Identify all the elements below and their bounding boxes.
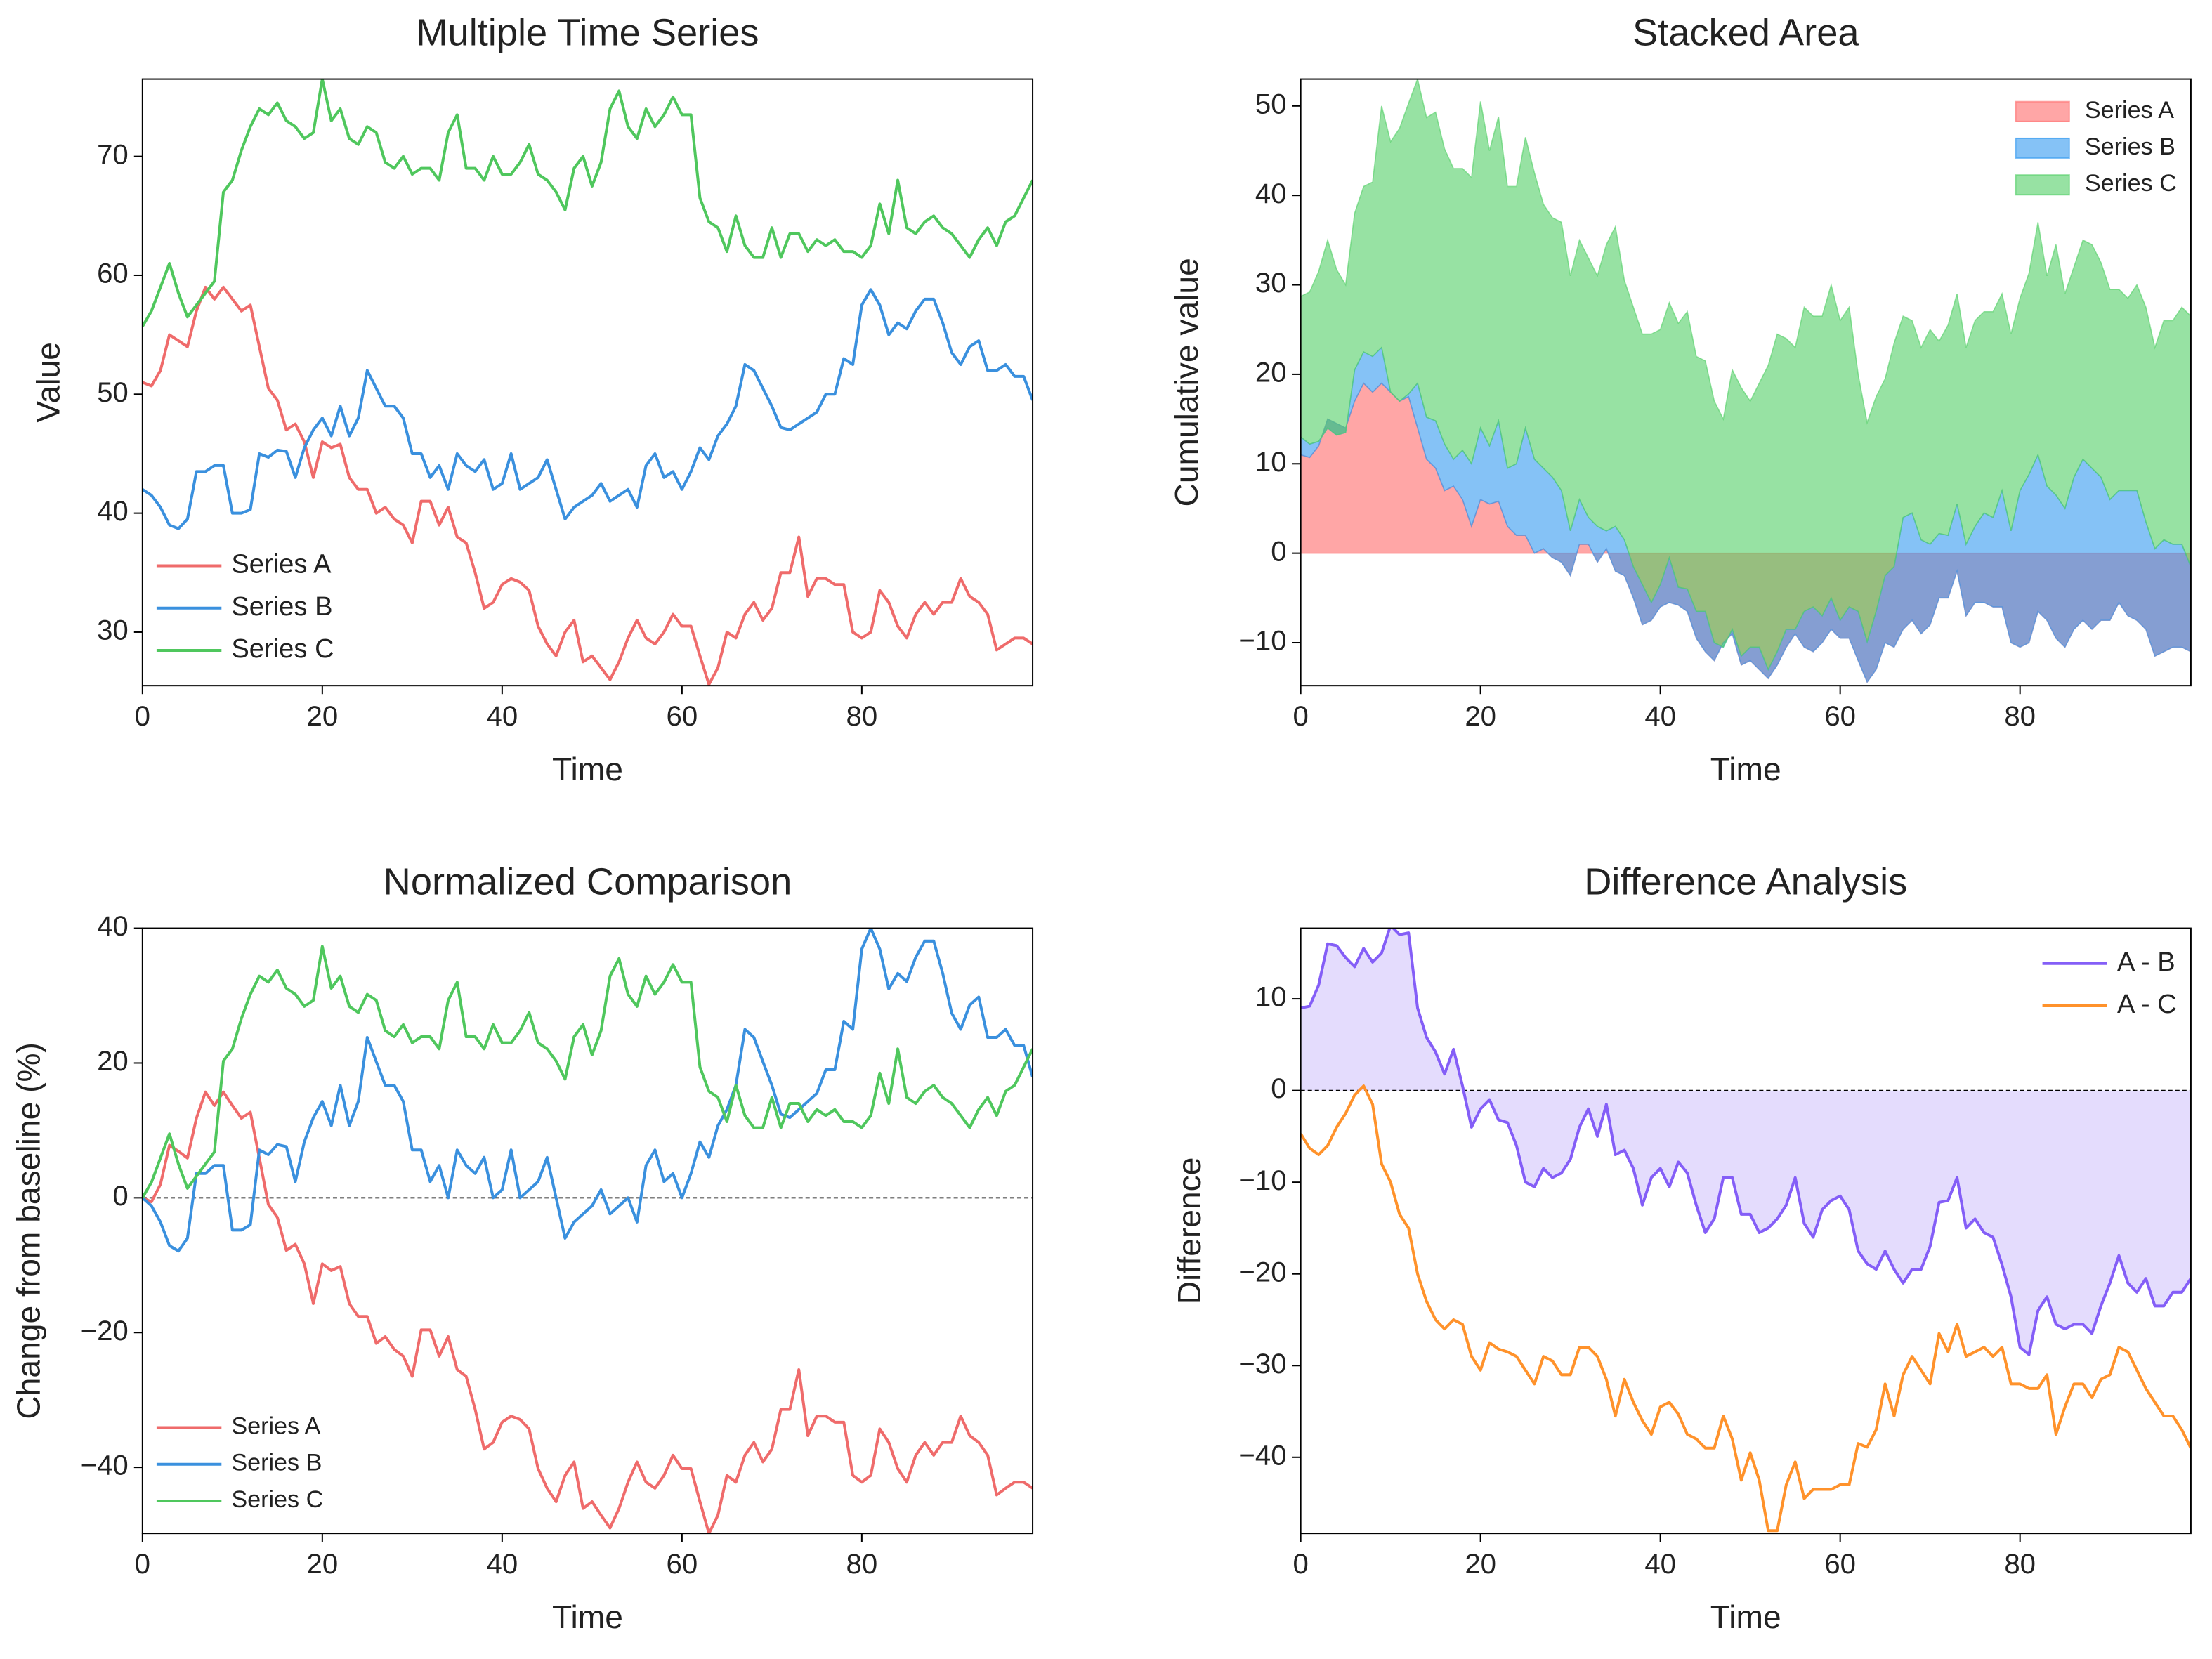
y-tick-label: 70 bbox=[97, 138, 129, 170]
series-line bbox=[142, 79, 1033, 327]
x-tick-label: 80 bbox=[2004, 700, 2036, 732]
y-tick-label: 50 bbox=[1255, 88, 1287, 119]
x-tick-label: 20 bbox=[307, 700, 339, 732]
chart: Difference Analysis Time Difference 0 20 40 60… bbox=[1171, 861, 2192, 1635]
legend-swatch bbox=[2015, 100, 2070, 122]
x-tick-label: 40 bbox=[487, 700, 518, 732]
chart-title: Stacked Area bbox=[1632, 12, 1859, 54]
x-tick-label: 40 bbox=[1644, 1548, 1676, 1580]
x-tick-label: 60 bbox=[1824, 700, 1856, 732]
series-line bbox=[142, 1090, 1033, 1534]
x-tick-label: 40 bbox=[1644, 700, 1676, 732]
plot-area bbox=[1300, 928, 2191, 1533]
legend-swatch bbox=[2015, 174, 2070, 196]
chart: Multiple Time Series Time Value 0 20 40 60 80 30… bbox=[30, 12, 1034, 787]
y-tick-label: 20 bbox=[97, 1045, 129, 1077]
stacked-area bbox=[1300, 79, 2191, 671]
x-tick-label: 60 bbox=[667, 700, 698, 732]
x-tick-label: 20 bbox=[1465, 700, 1496, 732]
legend: Series A Series B Series C bbox=[156, 549, 334, 664]
y-tick-label: −20 bbox=[81, 1315, 129, 1346]
legend-label: A - B bbox=[2117, 947, 2175, 977]
legend-label: Series A bbox=[2085, 97, 2174, 124]
y-tick-label: 50 bbox=[97, 376, 129, 408]
y-tick-label: 10 bbox=[1255, 981, 1287, 1013]
series-line bbox=[142, 285, 1033, 686]
legend-swatch bbox=[2015, 137, 2070, 159]
y-tick-label: 0 bbox=[1271, 535, 1286, 567]
x-tick-label: 60 bbox=[1824, 1548, 1856, 1580]
y-tick-label: 40 bbox=[1255, 178, 1287, 209]
x-tick-label: 0 bbox=[1292, 1548, 1308, 1580]
y-tick-label: −20 bbox=[1238, 1256, 1286, 1287]
legend-label: Series A bbox=[231, 1413, 320, 1440]
y-tick-label: 60 bbox=[97, 258, 129, 289]
y-tick-label: 40 bbox=[97, 495, 129, 527]
legend-label: Series B bbox=[231, 1450, 322, 1476]
legend: A - B A - C bbox=[2042, 947, 2177, 1019]
axes-frame bbox=[1300, 78, 2192, 687]
plot-area bbox=[1300, 79, 2191, 683]
y-tick-label: 30 bbox=[97, 615, 129, 646]
y-axis-label: Value bbox=[30, 342, 67, 423]
x-tick-label: 60 bbox=[667, 1548, 698, 1580]
chart: Normalized Comparison Time Change from bas… bbox=[10, 861, 1034, 1635]
y-tick-label: −10 bbox=[1238, 1165, 1286, 1196]
y-axis-label: Difference bbox=[1171, 1158, 1208, 1305]
x-tick-label: 80 bbox=[2004, 1548, 2036, 1580]
legend-label: Series C bbox=[231, 634, 334, 664]
x-tick-label: 20 bbox=[307, 1548, 339, 1580]
x-tick-label: 0 bbox=[135, 1548, 150, 1580]
x-axis-label: Time bbox=[1710, 1599, 1781, 1635]
legend-label: Series B bbox=[231, 591, 332, 622]
legend: Series A Series B Series C bbox=[156, 1413, 323, 1513]
y-tick-label: 20 bbox=[1255, 357, 1287, 388]
legend-label: Series A bbox=[231, 549, 332, 579]
y-tick-label: 40 bbox=[97, 910, 129, 942]
legend-label: Series C bbox=[231, 1486, 323, 1513]
plot-area bbox=[142, 79, 1033, 686]
series-line bbox=[142, 928, 1033, 1253]
x-tick-label: 20 bbox=[1465, 1548, 1496, 1580]
plot-area bbox=[142, 928, 1033, 1534]
axes-frame bbox=[141, 927, 1034, 1535]
legend-label: Series C bbox=[2085, 170, 2177, 197]
series-line bbox=[142, 945, 1033, 1199]
legend: Series A Series B Series C bbox=[2015, 97, 2177, 197]
x-tick-label: 40 bbox=[487, 1548, 518, 1580]
y-tick-label: −30 bbox=[1238, 1348, 1286, 1379]
y-tick-label: 0 bbox=[1271, 1073, 1286, 1104]
series-line bbox=[142, 288, 1033, 530]
series-line bbox=[1300, 1084, 2191, 1533]
legend-label: A - C bbox=[2117, 989, 2177, 1019]
y-axis-label: Cumulative value bbox=[1168, 258, 1205, 506]
chart: Stacked Area Time Cumulative value 0 20 40 60 8… bbox=[1168, 12, 2192, 787]
axes-frame bbox=[1300, 927, 2192, 1535]
y-tick-label: −40 bbox=[81, 1450, 129, 1481]
x-axis-label: Time bbox=[552, 1599, 623, 1635]
chart-title: Multiple Time Series bbox=[416, 12, 759, 54]
y-tick-label: −10 bbox=[1238, 625, 1286, 657]
x-axis-label: Time bbox=[1710, 751, 1781, 787]
series-line bbox=[1300, 928, 2191, 1356]
legend-label: Series B bbox=[2085, 133, 2175, 160]
fill-area bbox=[1300, 928, 2191, 1355]
y-tick-label: 0 bbox=[112, 1180, 128, 1212]
y-tick-label: 10 bbox=[1255, 446, 1287, 478]
x-tick-label: 80 bbox=[846, 1548, 878, 1580]
x-tick-label: 0 bbox=[135, 700, 150, 732]
axes-frame bbox=[141, 78, 1034, 687]
x-tick-label: 80 bbox=[846, 700, 878, 732]
x-tick-label: 0 bbox=[1292, 700, 1308, 732]
chart-title: Difference Analysis bbox=[1584, 861, 1907, 903]
y-tick-label: 30 bbox=[1255, 267, 1287, 299]
y-tick-label: −40 bbox=[1238, 1439, 1286, 1471]
chart-title: Normalized Comparison bbox=[384, 861, 792, 903]
y-axis-label: Change from baseline (%) bbox=[10, 1042, 46, 1419]
x-axis-label: Time bbox=[552, 751, 623, 787]
